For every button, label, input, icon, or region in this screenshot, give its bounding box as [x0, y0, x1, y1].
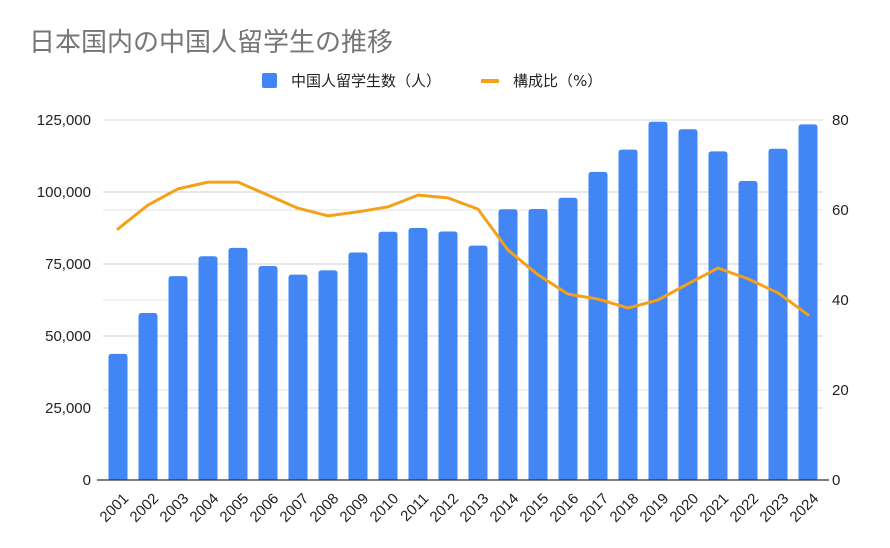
line-point-2003[interactable] — [177, 187, 180, 190]
line-point-2015[interactable] — [537, 273, 540, 276]
bar-2022[interactable] — [738, 181, 758, 480]
line-point-2010[interactable] — [387, 205, 390, 208]
x-tick-label: 2009 — [337, 490, 373, 526]
line-point-2017[interactable] — [597, 298, 600, 301]
x-tick-label: 2012 — [427, 490, 463, 526]
bar-series — [108, 121, 818, 481]
bar-2004[interactable] — [198, 256, 218, 480]
legend-item-students[interactable]: 中国人留学生数（人） — [262, 70, 441, 91]
bar-2008[interactable] — [318, 270, 338, 480]
x-tick-label: 2021 — [697, 490, 733, 526]
x-tick-label: 2013 — [457, 490, 493, 526]
x-tick-label: 2003 — [157, 490, 193, 526]
bar-2015[interactable] — [528, 208, 548, 480]
line-point-2001[interactable] — [117, 227, 120, 230]
bar-2005[interactable] — [228, 247, 248, 480]
bar-2009[interactable] — [348, 252, 368, 480]
x-tick-label: 2004 — [187, 490, 223, 526]
bar-2011[interactable] — [408, 228, 428, 480]
x-tick-label: 2019 — [637, 490, 673, 526]
bar-2017[interactable] — [588, 171, 608, 480]
x-tick-label: 2017 — [577, 490, 613, 526]
legend: 中国人留学生数（人） 構成比（%） — [262, 70, 642, 91]
bar-2010[interactable] — [378, 231, 398, 480]
bar-2013[interactable] — [468, 245, 488, 480]
x-tick-label: 2022 — [727, 490, 763, 526]
line-point-2013[interactable] — [477, 208, 480, 211]
line-point-2006[interactable] — [267, 194, 270, 197]
legend-swatch-line — [481, 78, 500, 83]
bar-2012[interactable] — [438, 231, 458, 480]
bar-2001[interactable] — [108, 353, 128, 480]
line-point-2022[interactable] — [747, 277, 750, 280]
bar-2006[interactable] — [258, 266, 278, 480]
chart-title: 日本国内の中国人留学生の推移 — [29, 28, 394, 58]
x-tick-label: 2007 — [277, 490, 313, 526]
line-point-2004[interactable] — [207, 181, 210, 184]
line-point-2005[interactable] — [237, 181, 240, 184]
bar-2016[interactable] — [558, 197, 578, 480]
bar-2003[interactable] — [168, 276, 188, 480]
x-tick-label: 2023 — [757, 490, 793, 526]
line-point-2021[interactable] — [717, 267, 720, 270]
left-tick-label: 50,000 — [45, 328, 91, 345]
x-axis-ticks: 2001200220032004200520062007200820092010… — [97, 490, 823, 526]
legend-swatch-bar — [262, 73, 277, 88]
line-point-2007[interactable] — [297, 207, 300, 210]
left-tick-label: 25,000 — [45, 400, 91, 417]
x-tick-label: 2016 — [547, 490, 583, 526]
x-tick-label: 2005 — [217, 490, 253, 526]
x-tick-label: 2020 — [667, 490, 703, 526]
bar-2002[interactable] — [138, 312, 158, 480]
bar-2024[interactable] — [798, 124, 818, 480]
right-tick-label: 20 — [832, 382, 849, 399]
line-point-2009[interactable] — [357, 210, 360, 213]
line-point-2024[interactable] — [807, 313, 810, 316]
bar-2018[interactable] — [618, 149, 638, 480]
right-tick-label: 80 — [832, 112, 849, 129]
line-point-2002[interactable] — [147, 204, 150, 207]
line-point-2016[interactable] — [567, 293, 570, 296]
line-series — [116, 180, 810, 317]
legend-item-ratio[interactable]: 構成比（%） — [481, 70, 602, 91]
line-point-2020[interactable] — [687, 282, 690, 285]
bar-2014[interactable] — [498, 209, 518, 480]
x-tick-label: 2024 — [787, 490, 823, 526]
left-tick-label: 125,000 — [37, 112, 91, 129]
right-axis-ticks: 0 20 40 60 80 — [832, 112, 849, 489]
right-tick-label: 40 — [832, 292, 849, 309]
line-point-2008[interactable] — [327, 214, 330, 217]
line-point-2018[interactable] — [627, 307, 630, 310]
x-tick-label: 2008 — [307, 490, 343, 526]
x-tick-label: 2011 — [397, 490, 432, 525]
right-tick-label: 60 — [832, 202, 849, 219]
x-tick-label: 2002 — [127, 490, 163, 526]
bar-2007[interactable] — [288, 274, 308, 480]
x-tick-label: 2006 — [247, 490, 283, 526]
left-tick-label: 75,000 — [45, 256, 91, 273]
line-point-2014[interactable] — [507, 249, 510, 252]
left-tick-label: 0 — [83, 472, 91, 489]
legend-label-ratio: 構成比（%） — [513, 72, 603, 90]
left-tick-label: 100,000 — [37, 184, 91, 201]
line-point-2023[interactable] — [777, 291, 780, 294]
line-point-2019[interactable] — [657, 299, 660, 302]
left-axis-ticks: 0 25,000 50,000 75,000 100,000 125,000 — [37, 112, 91, 489]
line-point-2011[interactable] — [417, 194, 420, 197]
legend-label-students: 中国人留学生数（人） — [291, 72, 442, 90]
ratio-line[interactable] — [116, 180, 810, 317]
gridlines — [103, 119, 823, 409]
bar-2020[interactable] — [678, 129, 698, 480]
bar-2023[interactable] — [768, 148, 788, 481]
x-tick-label: 2015 — [517, 490, 553, 526]
x-tick-label: 2014 — [487, 490, 523, 526]
bar-2021[interactable] — [708, 151, 728, 480]
x-tick-label: 2018 — [607, 490, 643, 526]
x-tick-label: 2010 — [367, 490, 403, 526]
line-point-2012[interactable] — [447, 196, 450, 199]
x-tick-label: 2001 — [97, 490, 133, 526]
right-tick-label: 0 — [832, 472, 840, 489]
